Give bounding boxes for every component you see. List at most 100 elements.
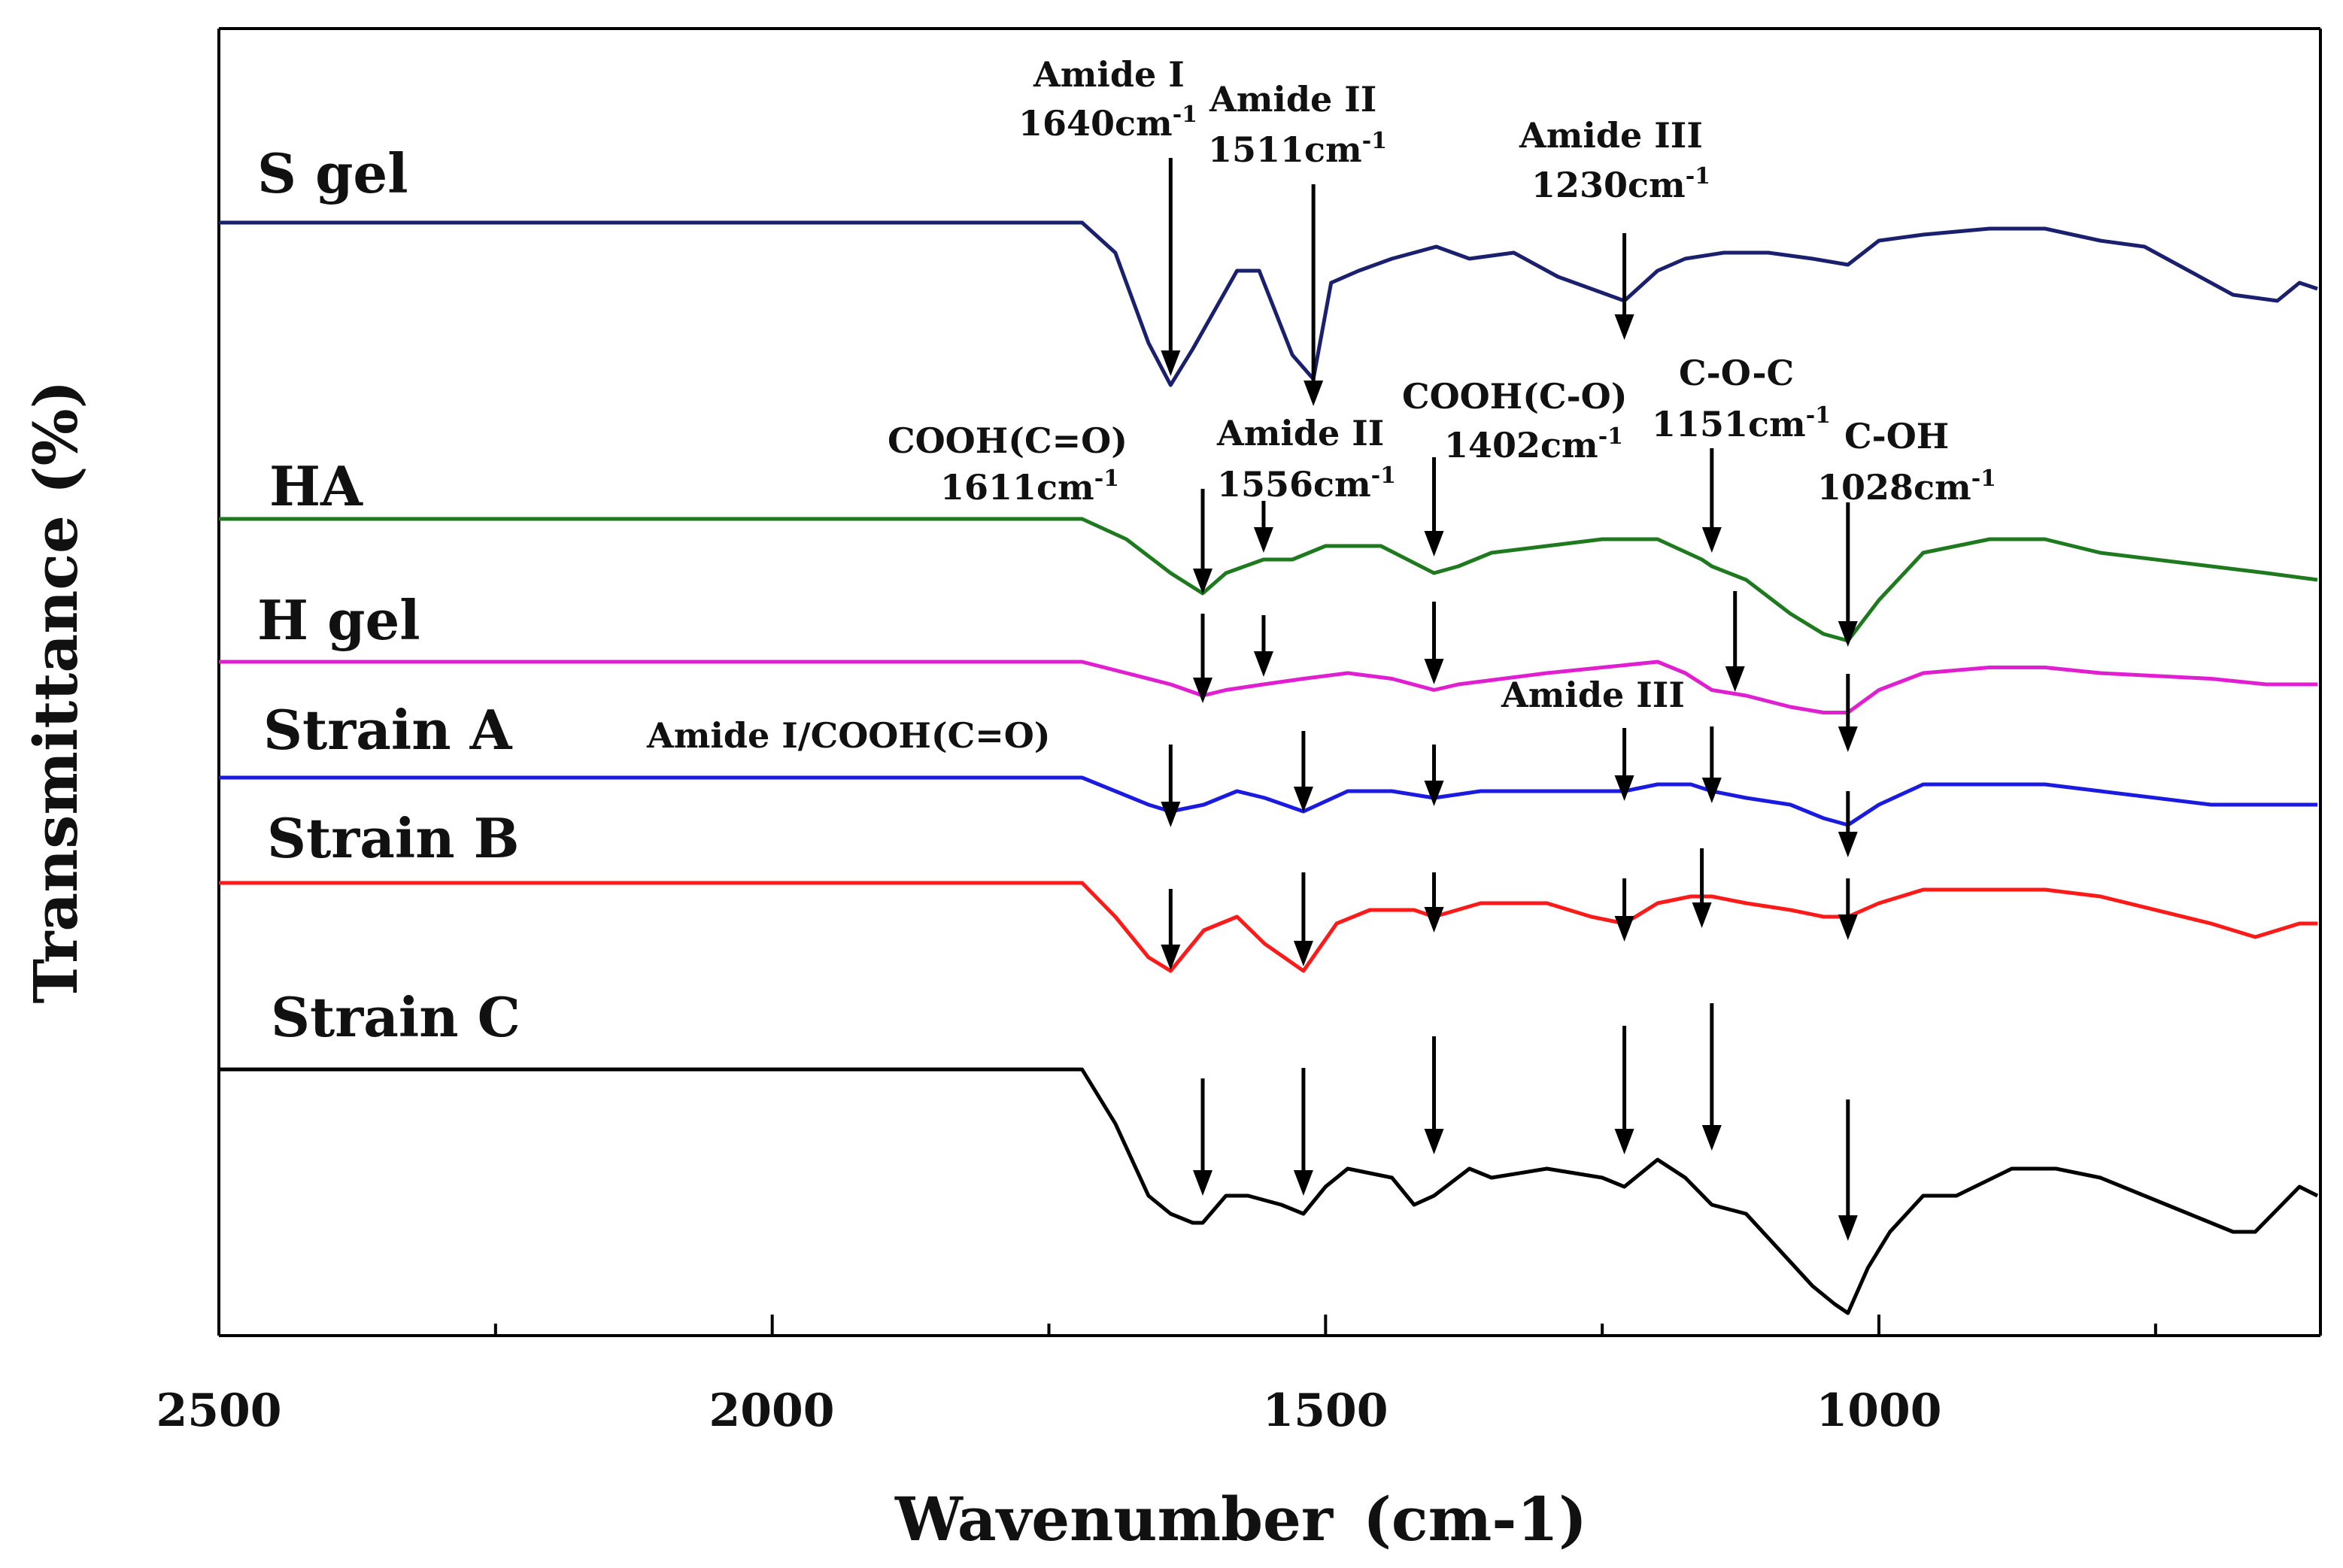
peak-arrow-icon bbox=[1253, 501, 1273, 553]
peak-arrow-head bbox=[1614, 1129, 1634, 1154]
peak-arrow-head bbox=[1304, 381, 1324, 406]
peak-value-amide-i-text: 1640cm bbox=[1018, 103, 1173, 144]
superscript: -1 bbox=[1971, 466, 1996, 492]
peak-arrow-icon bbox=[1293, 1068, 1313, 1196]
x-tick-label-2500: 2500 bbox=[156, 1385, 282, 1437]
x-axis-title: Wavenumber (cm-1) bbox=[894, 1484, 1587, 1554]
x-tick-label-1500: 1500 bbox=[1263, 1385, 1389, 1437]
peak-label-amide-iii-strain: Amide III bbox=[1501, 675, 1685, 715]
superscript: -1 bbox=[1686, 163, 1710, 190]
peak-arrow-icon bbox=[1253, 615, 1273, 677]
series-label-strain-a: Strain A bbox=[263, 698, 513, 762]
peak-arrow-head bbox=[1293, 1170, 1313, 1196]
peak-arrow-icon bbox=[1614, 728, 1634, 801]
peak-arrow-head bbox=[1161, 350, 1181, 376]
peak-arrow-icon bbox=[1701, 448, 1722, 553]
series-line-h-gel bbox=[219, 660, 2317, 714]
superscript: -1 bbox=[1094, 466, 1119, 492]
peak-value-cooh-c-o-text: 1402cm bbox=[1444, 425, 1598, 466]
peak-arrow-head bbox=[1424, 659, 1444, 684]
peak-label-amide-ii-s: Amide II bbox=[1209, 79, 1376, 120]
series-label-h-gel: H gel bbox=[257, 588, 420, 652]
peak-arrow-icon bbox=[1614, 233, 1634, 340]
series-label-ha: HA bbox=[269, 454, 363, 518]
peak-arrow-head bbox=[1838, 726, 1858, 752]
peak-arrow-icon bbox=[1725, 591, 1745, 692]
peak-arrow-head bbox=[1253, 651, 1273, 677]
peak-arrow-icon bbox=[1614, 878, 1634, 942]
peak-arrow-head bbox=[1293, 941, 1313, 966]
peak-arrow-icon bbox=[1424, 457, 1444, 557]
peak-arrow-head bbox=[1692, 902, 1712, 928]
peak-arrow-icon bbox=[1614, 1026, 1634, 1154]
series-line-strain-a bbox=[219, 775, 2317, 827]
peak-value-amide-iii-s: 1230cm-1 bbox=[1531, 163, 1710, 205]
peak-label-amide-i: Amide I bbox=[1033, 54, 1185, 95]
peak-value-coc-text: 1151cm bbox=[1652, 404, 1806, 444]
peak-arrow-head bbox=[1424, 907, 1444, 933]
peak-arrow-head bbox=[1424, 531, 1444, 557]
superscript: -1 bbox=[1806, 402, 1831, 429]
peak-arrow-icon bbox=[1424, 872, 1444, 933]
peak-value-amide-ii-s: 1511cm-1 bbox=[1208, 128, 1387, 170]
peak-arrow-head bbox=[1701, 778, 1722, 803]
peak-arrow-head bbox=[1701, 527, 1722, 553]
peak-value-cooh-co-text: 1611cm bbox=[940, 467, 1094, 508]
peak-arrow-head bbox=[1193, 1170, 1213, 1196]
peak-value-cooh-c-o: 1402cm-1 bbox=[1444, 423, 1623, 466]
peak-arrow-icon bbox=[1193, 489, 1213, 594]
series-lines bbox=[219, 220, 2319, 1315]
peak-arrow-icon bbox=[1293, 731, 1313, 812]
peak-value-amide-i: 1640cm-1 bbox=[1018, 102, 1197, 144]
peak-value-coc: 1151cm-1 bbox=[1652, 402, 1831, 444]
peak-value-c-oh: 1028cm-1 bbox=[1817, 466, 1996, 508]
peak-arrow-head bbox=[1838, 621, 1858, 647]
peak-arrow-icon bbox=[1424, 745, 1444, 806]
peak-label-coc: C-O-C bbox=[1679, 353, 1794, 393]
peak-arrow-icon bbox=[1692, 848, 1712, 928]
peak-arrow-icon bbox=[1293, 872, 1313, 966]
peak-arrow-head bbox=[1614, 916, 1634, 942]
peak-arrow-head bbox=[1253, 527, 1273, 553]
peak-label-c-oh: C-OH bbox=[1844, 416, 1949, 456]
peak-arrow-icon bbox=[1701, 1003, 1722, 1151]
peak-arrow-head bbox=[1614, 314, 1634, 340]
peak-value-amide-ii-s-text: 1511cm bbox=[1208, 129, 1362, 170]
peak-arrow-head bbox=[1838, 1215, 1858, 1241]
peak-arrow-head bbox=[1193, 569, 1213, 594]
peak-label-amide-ii-ha: Amide II bbox=[1216, 413, 1384, 453]
y-axis-title: Transmittance (%) bbox=[20, 380, 91, 1003]
x-axis-title-text: Wavenumber bbox=[894, 1484, 1334, 1554]
peak-label-amide-i-cooh: Amide I/COOH(C=O) bbox=[646, 715, 1051, 756]
peak-arrow-head bbox=[1725, 666, 1745, 692]
peak-arrow-head bbox=[1161, 945, 1181, 970]
x-axis-unit: (cm-1) bbox=[1363, 1484, 1587, 1554]
x-ticks bbox=[217, 1315, 2157, 1336]
peak-arrow-head bbox=[1838, 832, 1858, 857]
series-label-s-gel: S gel bbox=[257, 141, 408, 205]
peak-arrow-head bbox=[1838, 914, 1858, 940]
peak-arrow-icon bbox=[1838, 674, 1858, 752]
peak-arrow-icon bbox=[1304, 184, 1324, 406]
x-tick-label-2000: 2000 bbox=[709, 1385, 835, 1437]
series-label-strain-c: Strain C bbox=[271, 985, 520, 1049]
series-line-strain-c bbox=[219, 1067, 2319, 1315]
peak-arrow-icon bbox=[1161, 745, 1181, 827]
x-tick-label-1000: 1000 bbox=[1816, 1385, 1942, 1437]
superscript: -1 bbox=[1173, 102, 1197, 128]
peak-arrow-head bbox=[1424, 1129, 1444, 1154]
peak-arrow-head bbox=[1161, 802, 1181, 827]
peak-arrow-icon bbox=[1838, 878, 1858, 940]
peak-arrows bbox=[1161, 158, 1858, 1241]
peak-arrow-icon bbox=[1838, 791, 1858, 857]
peak-label-cooh-c-o: COOH(C-O) bbox=[1402, 376, 1628, 417]
peak-arrow-head bbox=[1293, 787, 1313, 812]
peak-arrow-icon bbox=[1701, 726, 1722, 803]
plot-frame bbox=[217, 27, 2322, 1337]
series-line-strain-b bbox=[219, 881, 2317, 973]
series-label-strain-b: Strain B bbox=[267, 806, 519, 870]
superscript: -1 bbox=[1371, 463, 1396, 489]
peak-value-amide-ii-ha: 1556cm-1 bbox=[1217, 463, 1396, 505]
series-line-s-gel bbox=[219, 220, 2318, 387]
